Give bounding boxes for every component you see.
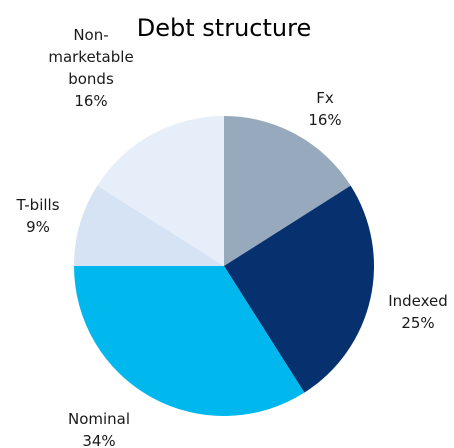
pie-slices (74, 116, 374, 416)
slice-value-label-3: 34% (82, 432, 115, 448)
slice-value-label-5: 16% (74, 92, 107, 110)
slice-label-4: T-bills (15, 196, 59, 214)
slice-label-1: Fx (316, 89, 334, 107)
slice-label-5: Non- (73, 26, 108, 44)
pie-slice-4 (74, 185, 224, 266)
pie-slice-2 (224, 185, 374, 393)
pie-slice-5 (97, 116, 224, 266)
pie-slice-1 (224, 116, 351, 266)
pie-labels: Fx 16% Indexed 25% Nominal 34% T-bills 9% Non-ma… (15, 26, 447, 448)
pie-slice-3 (74, 266, 305, 416)
slice-label-3: Nominal (68, 410, 130, 428)
chart-title: Debt structure (137, 14, 311, 42)
slice-value-label-4: 9% (26, 218, 50, 236)
slice-label-5: marketable (48, 48, 133, 66)
slice-label-2: Indexed (388, 292, 448, 310)
slice-label-5: bonds (68, 70, 114, 88)
slice-value-label-1: 16% (308, 111, 341, 129)
slice-value-label-2: 25% (401, 314, 434, 332)
